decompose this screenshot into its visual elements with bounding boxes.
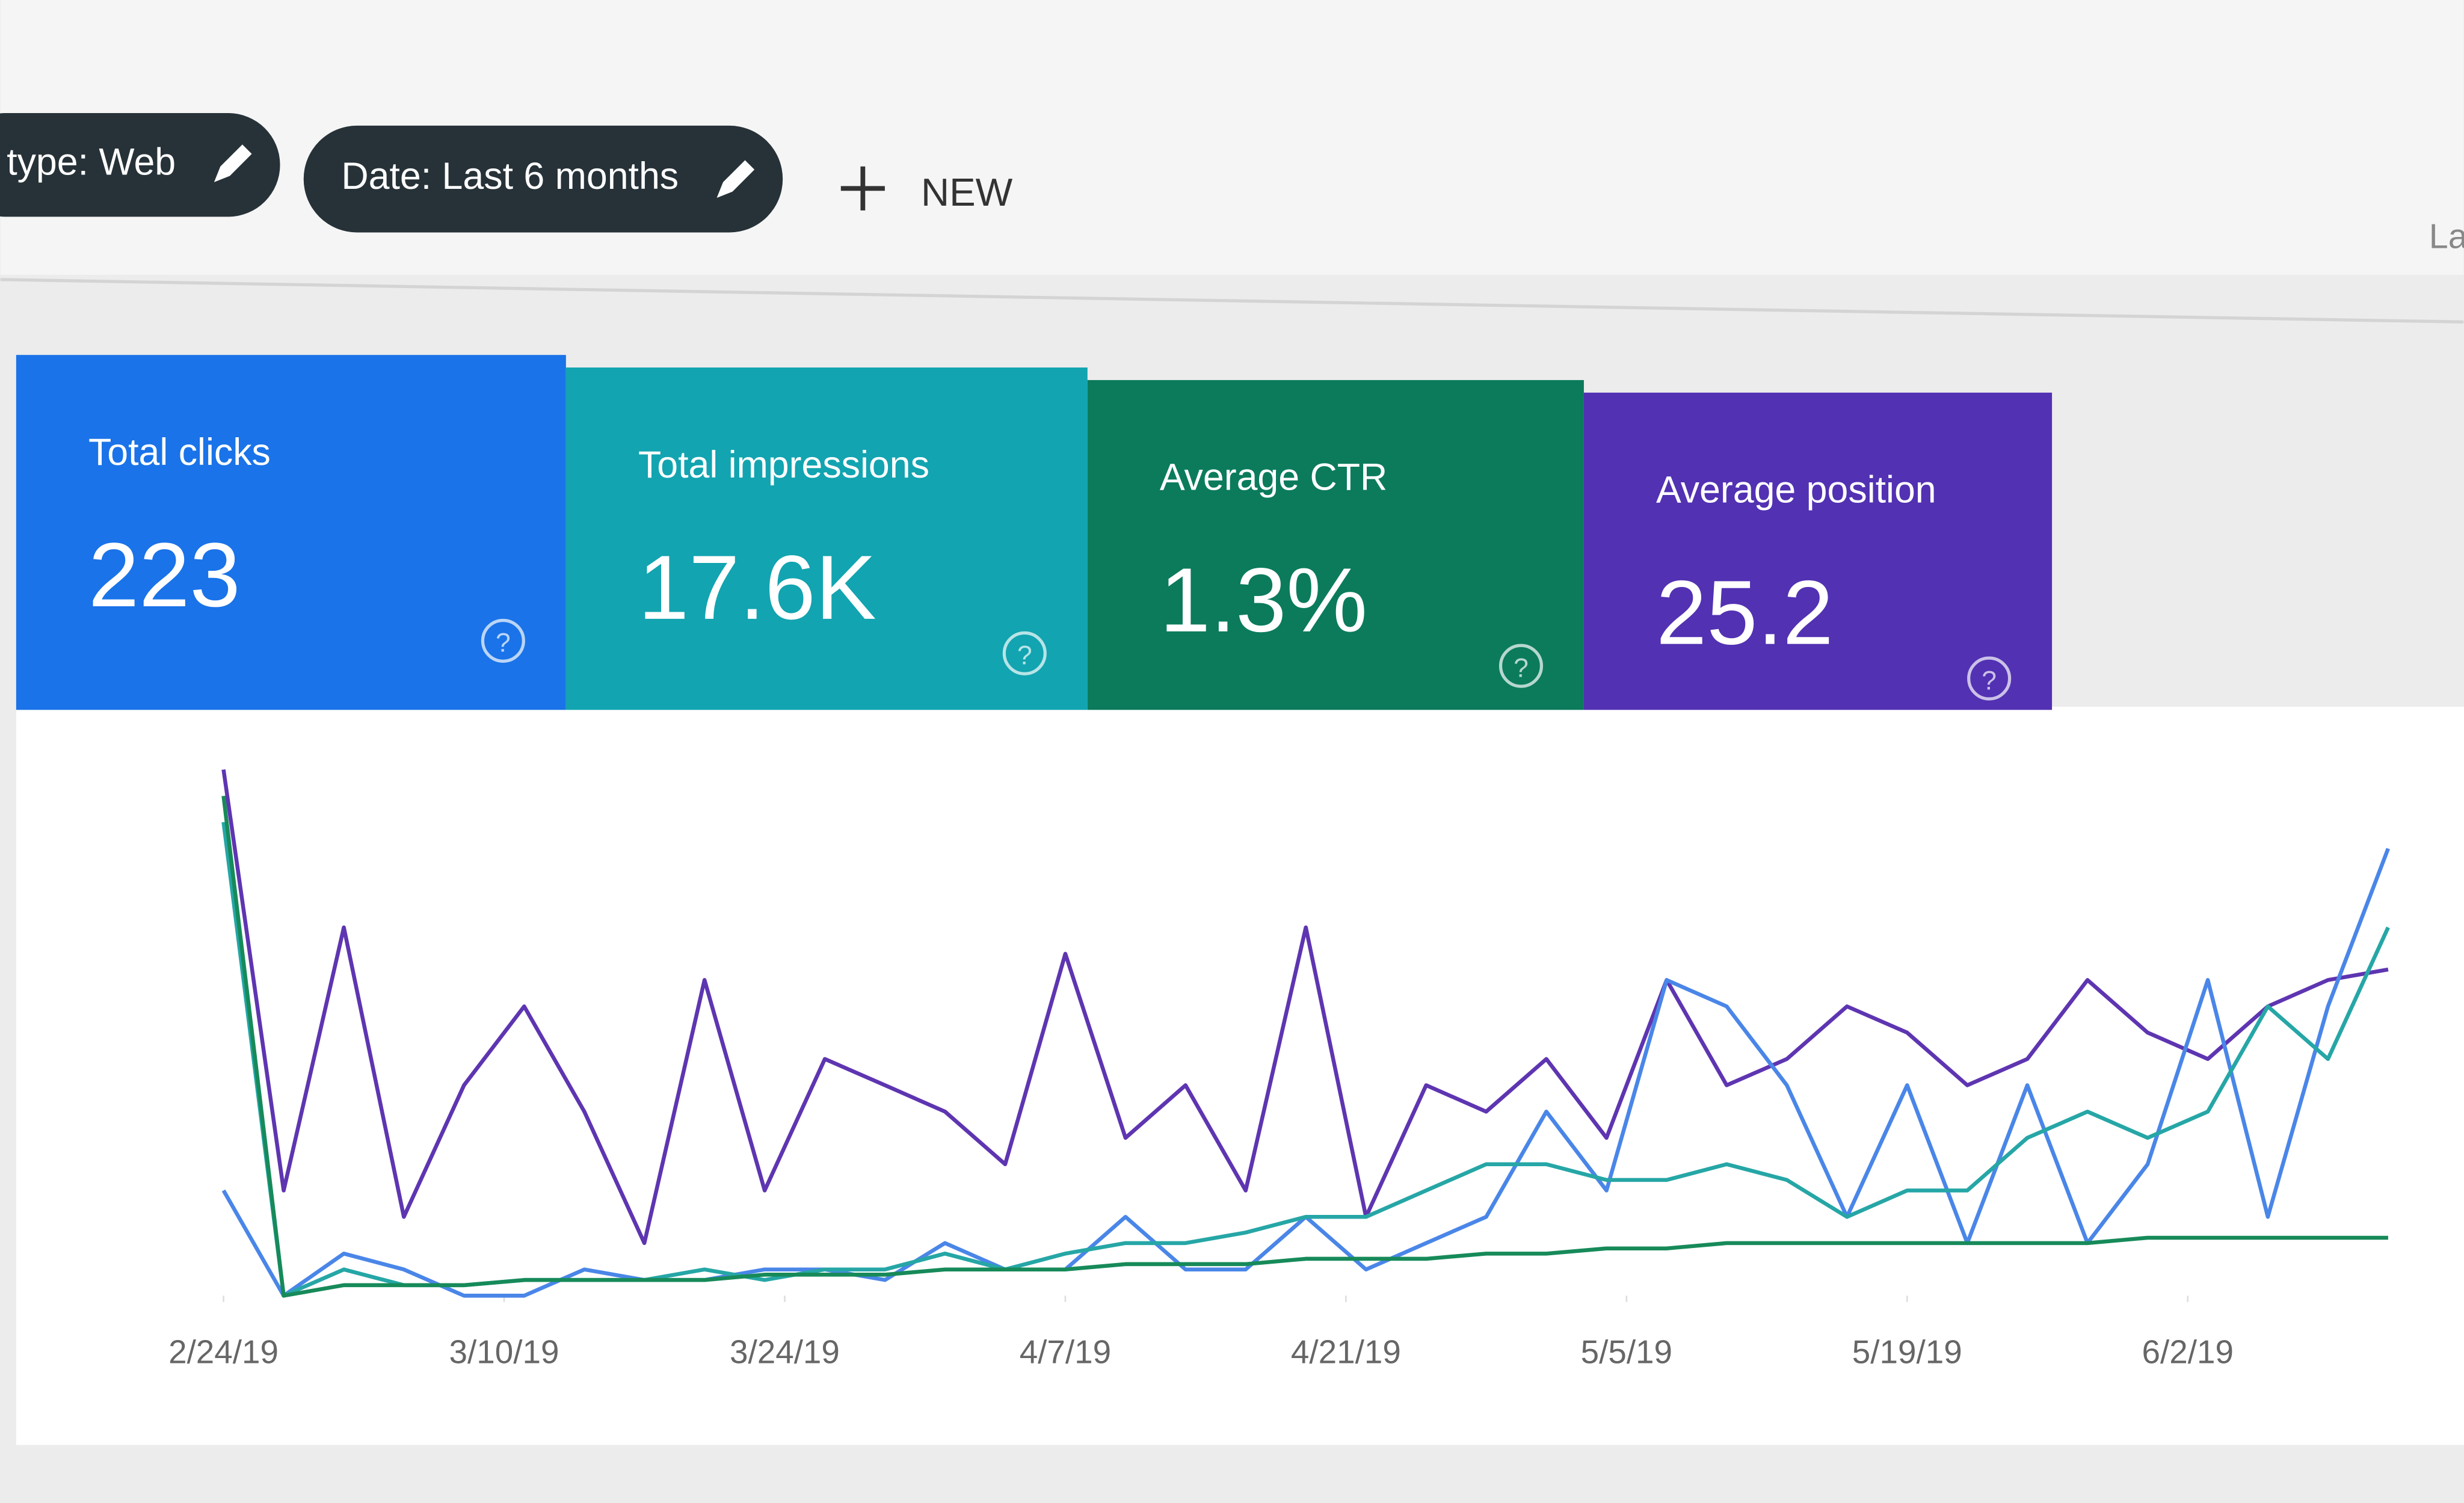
metric-card[interactable]: Total clicks 223?: [16, 355, 566, 710]
series-line: [221, 796, 2388, 1298]
card-value: 1.3%: [1160, 550, 1367, 651]
card-bg: [1087, 380, 1584, 710]
metric-card[interactable]: Average CTR 1.3%?: [1087, 380, 1584, 710]
help-icon: [481, 618, 525, 663]
card-bg: [16, 355, 566, 710]
card-value: 223: [88, 524, 241, 626]
new-label: NEW: [921, 170, 1013, 214]
new-button[interactable]: NEW: [840, 166, 1013, 214]
x-tick-label: 3/24/19: [730, 1333, 840, 1371]
card-value: 17.6K: [638, 537, 876, 639]
filter-chip[interactable]: type: Web: [0, 113, 280, 217]
card-label: Total impressions: [638, 444, 929, 486]
x-tick-label: 4/7/19: [1020, 1333, 1111, 1371]
filter-chip[interactable]: Date: Last 6 months: [303, 125, 783, 233]
x-tick-label: 4/21/19: [1291, 1333, 1401, 1371]
x-tick-label: 5/19/19: [1852, 1333, 1962, 1371]
chip-bg: [303, 125, 783, 233]
card-bg: [1583, 392, 2053, 710]
chart-panel: [16, 707, 2464, 1445]
series-line: [221, 769, 2389, 1246]
chip-bg: [0, 113, 280, 217]
x-tick-label: 5/5/19: [1581, 1333, 1672, 1371]
help-icon: [1498, 644, 1544, 688]
x-tick-label: 6/2/19: [2142, 1333, 2234, 1371]
x-tick-label: 2/24/19: [168, 1333, 279, 1371]
help-icon-mark: ?: [1017, 641, 1032, 671]
metric-card[interactable]: Average position 25.2?: [1583, 392, 2053, 710]
help-icon-mark: ?: [496, 629, 511, 658]
card-label: Average position: [1656, 469, 1936, 511]
metric-card[interactable]: Total impressions 17.6K?: [565, 367, 1088, 710]
help-icon-mark: ?: [1514, 653, 1529, 683]
help-icon-mark: ?: [1982, 666, 1997, 695]
card-bg: [565, 367, 1088, 710]
plus-icon: [840, 166, 885, 211]
edit-icon: [214, 144, 252, 182]
chart: 2/24/19 3/10/19 3/24/19 4/7/19 4/21/19 5/5/19…: [168, 769, 2390, 1371]
chip-label: Date: Last 6 months: [341, 155, 679, 197]
card-label: Average CTR: [1160, 456, 1387, 499]
card-label: Total clicks: [88, 431, 271, 473]
x-tick-label: 3/10/19: [449, 1333, 559, 1371]
card-value: 25.2: [1656, 562, 1834, 664]
chip-label: type: Web: [7, 141, 176, 183]
cut-off-text: La: [2429, 218, 2464, 256]
help-icon: [1002, 631, 1047, 675]
help-icon: [1967, 656, 2012, 701]
divider: [0, 278, 2464, 324]
edit-icon: [716, 160, 755, 198]
